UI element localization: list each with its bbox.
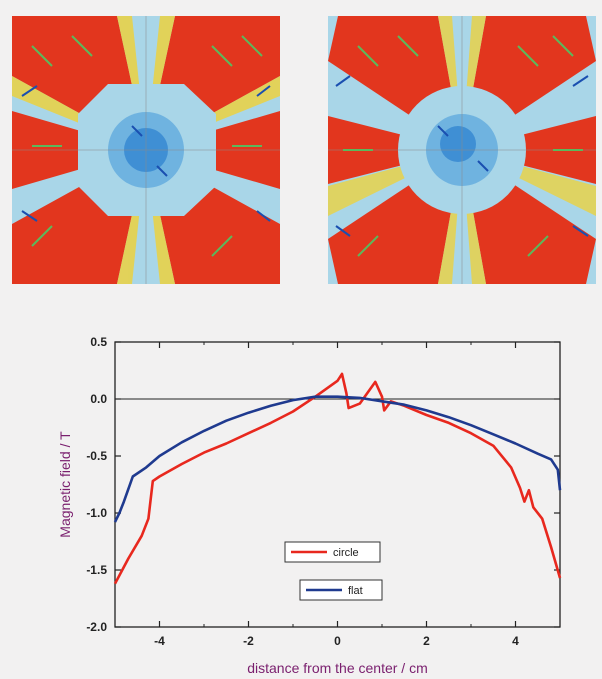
y-tick-labels: 0.5 0.0 -0.5 -1.0 -1.5 -2.0: [86, 335, 107, 634]
x-tick-label: -2: [243, 634, 254, 648]
y-tick-label: -1.5: [86, 563, 107, 577]
axis-ticks: [114, 341, 561, 628]
y-tick-label: 0.0: [90, 392, 107, 406]
series-line-flat: [113, 395, 562, 523]
x-tick-label: 0: [334, 634, 341, 648]
field-map-icon: [12, 16, 280, 284]
legend-label-circle: circle: [333, 547, 359, 559]
legend-label-flat: flat: [348, 585, 363, 597]
legend-box-circle: [284, 541, 381, 563]
y-tick-label: -0.5: [86, 449, 107, 463]
field-map-left: [12, 16, 280, 284]
y-tick-label: -2.0: [86, 620, 107, 634]
magnetic-field-chart: -4 -2 0 2 4 0.5 0.0 -0.5 -1.0 -1.5 -2.0 circle fl…: [0, 300, 602, 679]
y-tick-label: -1.0: [86, 506, 107, 520]
y-axis-label: Magnetic field / T: [57, 431, 73, 538]
chart-canvas: -4 -2 0 2 4 0.5 0.0 -0.5 -1.0 -1.5 -2.0 circle fl…: [57, 335, 562, 676]
x-tick-labels: -4 -2 0 2 4: [154, 634, 519, 648]
x-axis-label: distance from the center / cm: [247, 660, 428, 676]
field-map-icon: [328, 16, 596, 284]
x-tick-label: -4: [154, 634, 165, 648]
field-map-right: [328, 16, 596, 284]
series-line-circle: [113, 372, 562, 585]
x-tick-label: 4: [512, 634, 519, 648]
x-tick-label: 2: [423, 634, 430, 648]
legend: circle flat: [284, 541, 383, 601]
series-lines: [113, 372, 562, 585]
y-tick-label: 0.5: [90, 335, 107, 349]
